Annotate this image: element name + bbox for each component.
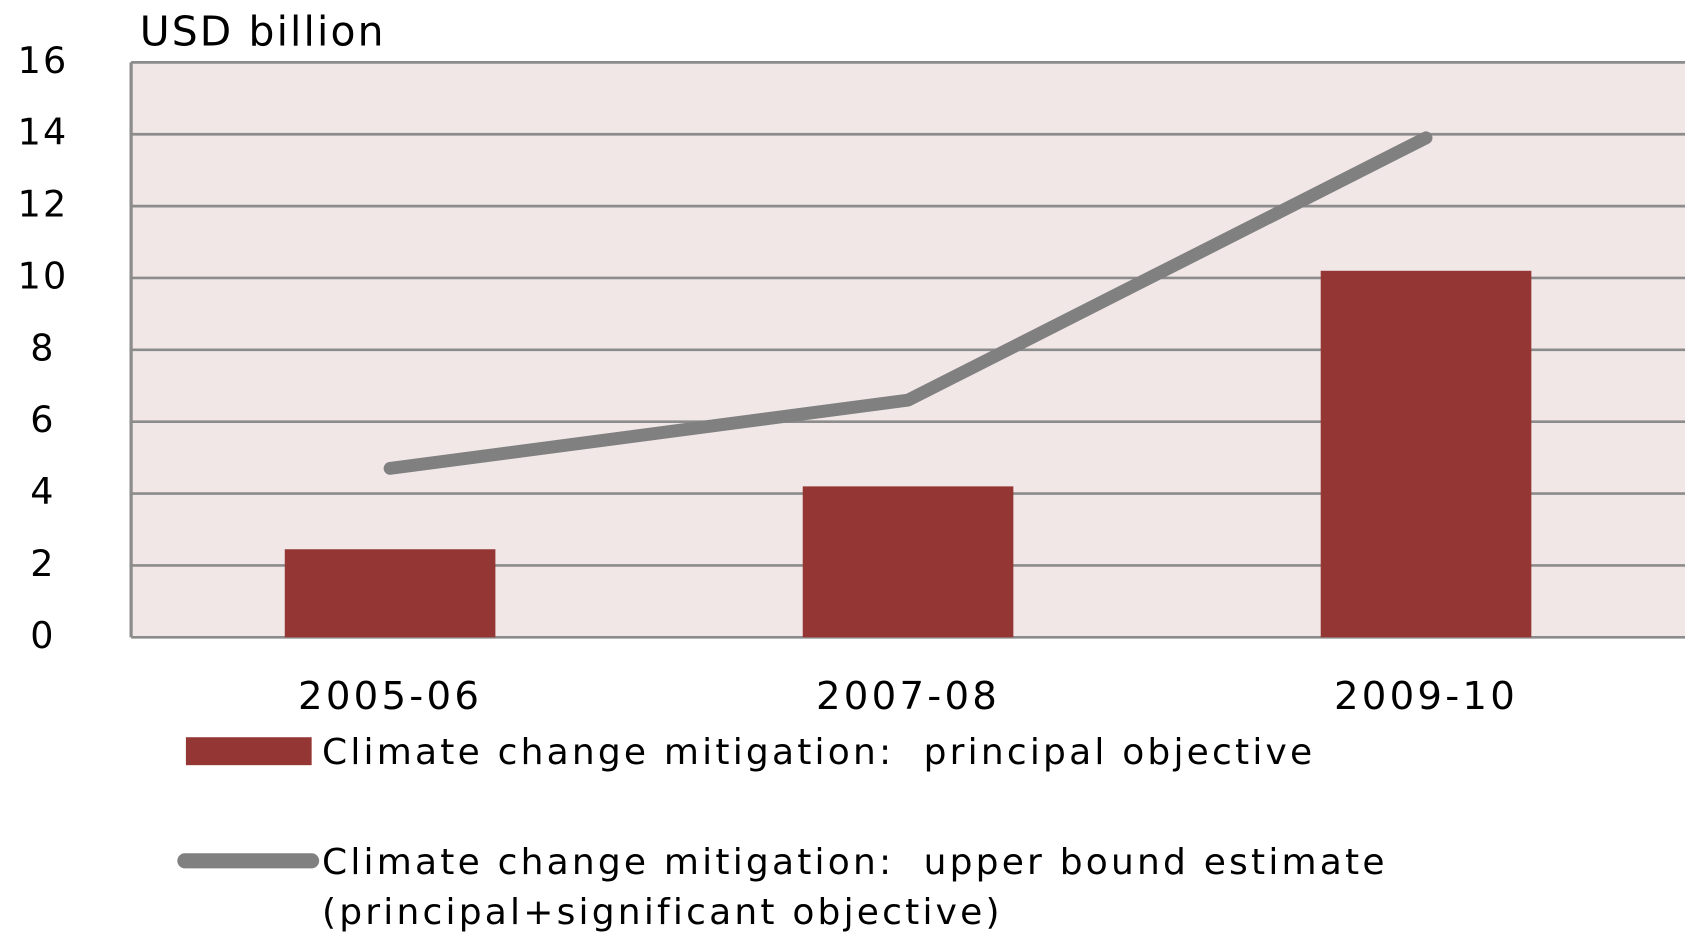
y-tick-label: 10 [18,254,69,297]
y-tick-label: 2 [30,542,55,585]
line [383,131,1433,475]
y-tick-label: 12 [18,183,69,226]
y-axis-label: USD billion [140,7,386,55]
bar [284,549,496,638]
x-tick-label: 2007-08 [816,674,1000,719]
y-tick-label: 14 [18,111,69,154]
legend-key [185,737,312,766]
x-tick-label: 2005-06 [298,674,482,719]
bar [1320,270,1532,638]
bar [802,486,1014,638]
y-tick-label: 0 [30,614,55,657]
x-tick-label: 2009-10 [1334,674,1518,719]
y-tick-label: 6 [30,398,55,441]
y-tick-label: 16 [18,39,69,82]
y-tick-label: 4 [30,470,55,513]
y-tick-label: 8 [30,326,55,369]
legend-label: Climate change mitigation: upper bound e… [322,842,1403,933]
legend-label: Climate change mitigation: principal obj… [322,732,1316,773]
